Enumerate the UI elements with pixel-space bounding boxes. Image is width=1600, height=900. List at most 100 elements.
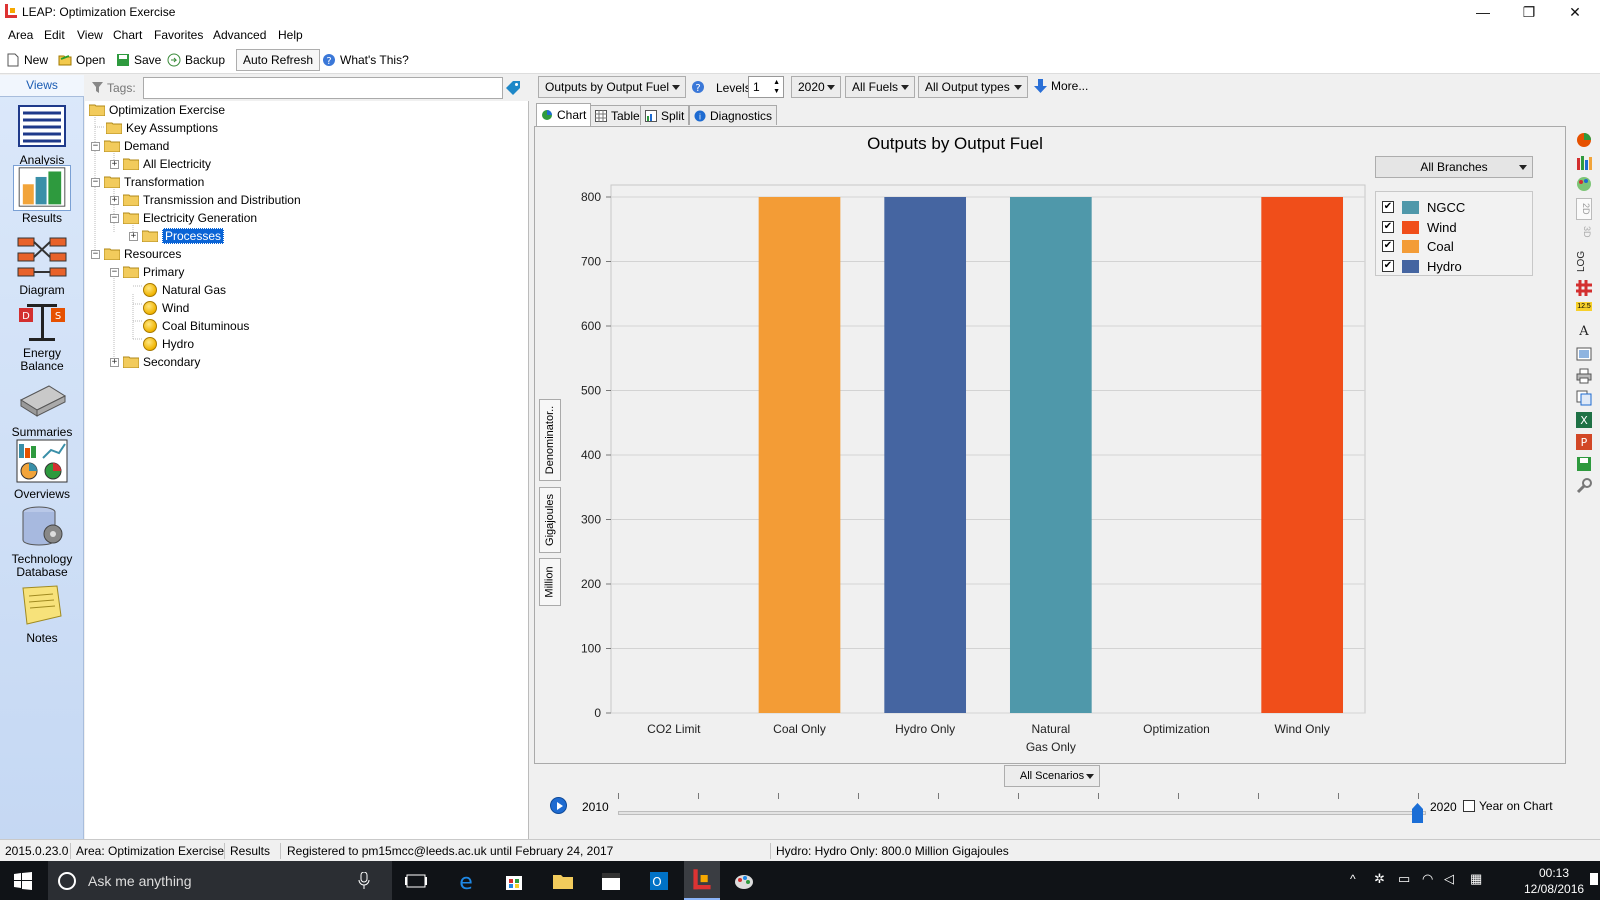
tab-split[interactable]: Split — [640, 105, 690, 125]
auto-refresh-button[interactable]: Auto Refresh — [236, 49, 320, 71]
tree-node-transmission[interactable]: + Transmission and Distribution — [110, 191, 301, 209]
menu-edit[interactable]: Edit — [44, 28, 65, 42]
legend-item-coal[interactable]: ✔ Coal — [1382, 237, 1454, 255]
menu-help[interactable]: Help — [278, 28, 303, 42]
3d-toggle[interactable]: 3D — [1582, 226, 1592, 238]
view-results[interactable]: Results — [0, 165, 84, 225]
tree-node-coal-bituminous[interactable]: Coal Bituminous — [143, 317, 249, 335]
file-explorer-icon[interactable] — [552, 870, 574, 892]
collapse-icon[interactable]: − — [110, 212, 119, 223]
tree-node-hydro[interactable]: Hydro — [143, 335, 194, 353]
tree-node-all-electricity[interactable]: + All Electricity — [110, 155, 211, 173]
copy-icon[interactable] — [1576, 390, 1592, 406]
collapse-icon[interactable]: − — [91, 140, 100, 151]
restore-button[interactable]: ❐ — [1522, 3, 1536, 20]
legend-item-ngcc[interactable]: ✔ NGCC — [1382, 198, 1465, 216]
view-technology-database[interactable]: Technology Database — [0, 503, 84, 579]
view-overviews[interactable]: Overviews — [0, 437, 84, 501]
tree-node-electricity-generation[interactable]: − Electricity Generation — [110, 209, 257, 227]
levels-spinner[interactable]: 1 ▲ ▼ — [748, 76, 784, 98]
grid-icon[interactable] — [1576, 280, 1592, 296]
paint-app-icon[interactable] — [733, 870, 755, 892]
fuels-select[interactable]: All Fuels — [845, 76, 915, 98]
tree-node-secondary[interactable]: + Secondary — [110, 353, 200, 371]
wrench-icon[interactable] — [1576, 478, 1592, 494]
windows-start-icon[interactable] — [14, 872, 32, 890]
menu-area[interactable]: Area — [8, 28, 34, 42]
legend-item-hydro[interactable]: ✔ Hydro — [1382, 257, 1462, 275]
2d-toggle[interactable]: 2D — [1576, 198, 1592, 220]
open-button[interactable]: Open — [58, 51, 105, 69]
tags-input[interactable] — [143, 77, 503, 99]
notifications-icon[interactable] — [1590, 871, 1598, 889]
calendar-app-icon[interactable] — [600, 870, 622, 892]
legend-item-wind[interactable]: ✔ Wind — [1382, 218, 1457, 236]
tray-wifi-icon[interactable]: ◠ — [1422, 871, 1434, 886]
menu-chart[interactable]: Chart — [113, 28, 143, 42]
spin-arrows-icon[interactable]: ▲ ▼ — [773, 79, 780, 95]
expand-icon[interactable]: + — [129, 230, 138, 241]
tree-node-demand[interactable]: − Demand — [91, 137, 169, 155]
picture-icon[interactable] — [1576, 346, 1592, 362]
gigajoules-tab[interactable]: Gigajoules — [539, 487, 561, 553]
task-view-icon[interactable] — [405, 870, 427, 892]
year-slider-track[interactable] — [618, 811, 1426, 815]
tab-table[interactable]: Table — [590, 105, 645, 125]
tree-node-key-assumptions[interactable]: Key Assumptions — [105, 119, 218, 137]
view-summaries[interactable]: Summaries — [0, 375, 84, 439]
legend-checkbox[interactable]: ✔ — [1382, 240, 1394, 252]
tray-volume-icon[interactable]: ◁ — [1444, 871, 1454, 886]
taskbar-search[interactable]: Ask me anything — [48, 861, 392, 900]
view-diagram[interactable]: Diagram — [0, 233, 84, 297]
filter-icon[interactable] — [91, 81, 104, 94]
legend-checkbox[interactable]: ✔ — [1382, 201, 1394, 213]
output-types-select[interactable]: All Output types — [918, 76, 1028, 98]
collapse-icon[interactable]: − — [110, 266, 119, 277]
tree-node-primary[interactable]: − Primary — [110, 263, 184, 281]
tray-chevron-icon[interactable]: ^ — [1350, 872, 1356, 886]
collapse-icon[interactable]: − — [91, 248, 100, 259]
leap-taskbar-button[interactable] — [684, 861, 720, 900]
collapse-icon[interactable]: − — [91, 176, 100, 187]
view-analysis[interactable]: Analysis — [0, 103, 84, 167]
minimize-button[interactable]: — — [1476, 4, 1490, 20]
number-format-icon[interactable]: 12.5 — [1576, 302, 1592, 311]
report-select[interactable]: Outputs by Output Fuel — [538, 76, 686, 98]
store-icon[interactable] — [503, 870, 525, 892]
tray-battery-icon[interactable]: ▭ — [1398, 871, 1411, 886]
save-button[interactable]: Save — [116, 51, 161, 69]
pie-chart-type-icon[interactable] — [1576, 132, 1592, 148]
year-on-chart-checkbox[interactable] — [1463, 800, 1475, 812]
tree-node-transformation[interactable]: − Transformation — [91, 173, 204, 191]
tag-icon[interactable] — [505, 80, 521, 96]
tree-node-root[interactable]: Optimization Exercise — [88, 101, 225, 119]
microphone-icon[interactable] — [358, 872, 370, 889]
year-slider-thumb[interactable] — [1412, 803, 1423, 823]
whats-this-button[interactable]: ? What's This? — [322, 51, 409, 69]
view-notes[interactable]: Notes — [0, 581, 84, 645]
menu-advanced[interactable]: Advanced — [213, 28, 267, 42]
year-on-chart-toggle[interactable]: Year on Chart — [1463, 799, 1553, 813]
print-icon[interactable] — [1576, 368, 1592, 384]
branches-select[interactable]: All Branches — [1375, 156, 1533, 178]
tab-diagnostics[interactable]: i Diagnostics — [689, 105, 778, 125]
tray-keyboard-icon[interactable]: ▦ — [1470, 871, 1483, 886]
expand-icon[interactable]: + — [110, 356, 119, 367]
font-icon[interactable]: A — [1576, 322, 1592, 338]
tree-node-wind[interactable]: Wind — [143, 299, 189, 317]
play-icon[interactable] — [550, 797, 567, 814]
expand-icon[interactable]: + — [110, 158, 119, 169]
bar-chart-type-icon[interactable] — [1576, 154, 1592, 170]
million-tab[interactable]: Million — [539, 558, 561, 606]
edge-browser-icon[interactable]: e — [455, 870, 477, 892]
legend-checkbox[interactable]: ✔ — [1382, 221, 1394, 233]
outlook-icon[interactable]: O — [648, 870, 670, 892]
close-button[interactable]: ✕ — [1569, 3, 1581, 20]
save-chart-icon[interactable] — [1576, 456, 1592, 472]
tree-node-natural-gas[interactable]: Natural Gas — [143, 281, 226, 299]
more-button[interactable]: More... — [1034, 79, 1088, 93]
new-button[interactable]: New — [6, 51, 48, 69]
menu-view[interactable]: View — [77, 28, 103, 42]
taskbar-clock[interactable]: 00:13 12/08/2016 — [1524, 865, 1584, 897]
palette-icon[interactable] — [1576, 176, 1592, 192]
